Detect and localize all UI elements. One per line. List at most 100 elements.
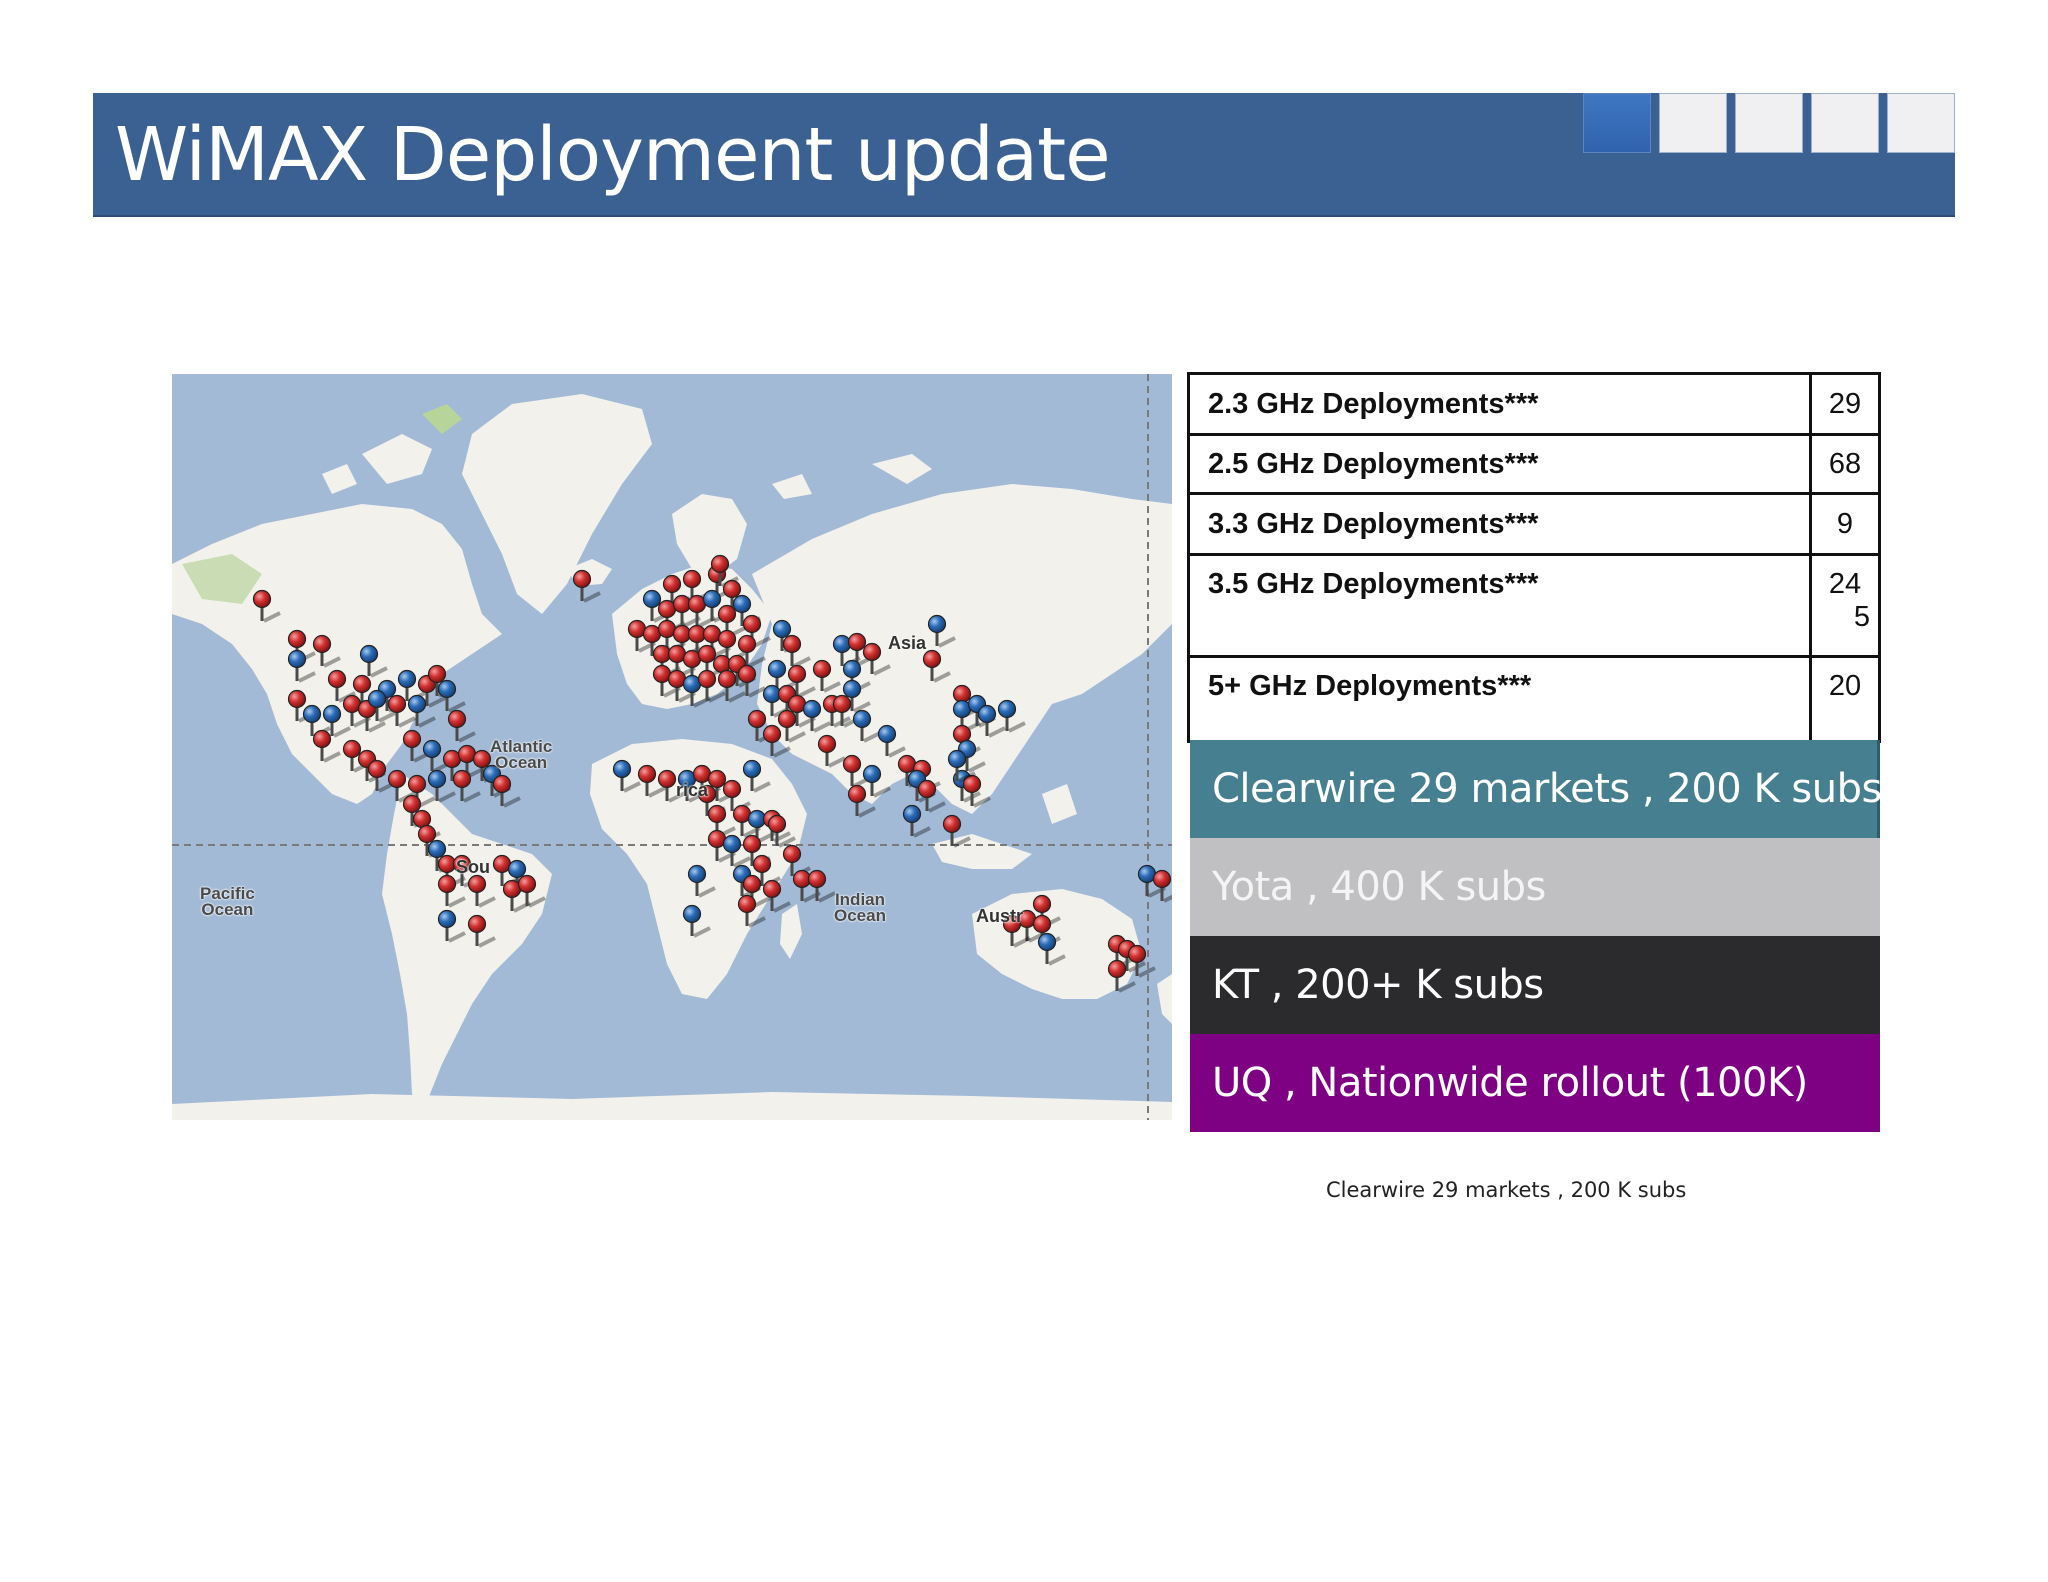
red-map-pin-icon[interactable] [437, 874, 466, 908]
atlantic-ocean-label: Atlantic Ocean [490, 737, 553, 772]
red-map-pin-icon[interactable] [767, 814, 796, 848]
red-map-pin-icon[interactable] [737, 664, 766, 698]
red-map-pin-icon[interactable] [762, 879, 791, 913]
red-map-pin-icon[interactable] [642, 624, 671, 658]
blue-map-pin-icon[interactable] [322, 704, 351, 738]
arctic-asia-islands [772, 454, 932, 499]
red-map-pin-icon[interactable] [417, 674, 446, 708]
red-map-pin-icon[interactable] [812, 659, 841, 693]
slide-nav-3[interactable] [1735, 93, 1803, 153]
deployment-pins [252, 554, 1173, 993]
red-map-pin-icon[interactable] [817, 734, 846, 768]
blue-map-pin-icon[interactable] [802, 699, 831, 733]
red-map-pin-icon[interactable] [717, 669, 746, 703]
blue-map-pin-icon[interactable] [287, 649, 316, 683]
band-count: 24 [1828, 568, 1862, 600]
blue-map-pin-icon[interactable] [842, 679, 871, 713]
blue-map-pin-icon[interactable] [367, 689, 396, 723]
slide-navigation [1583, 93, 1955, 155]
blue-map-pin-icon[interactable] [852, 709, 881, 743]
map-graphic [172, 374, 1172, 1120]
red-map-pin-icon[interactable] [917, 779, 946, 813]
red-map-pin-icon[interactable] [572, 569, 601, 603]
blue-map-pin-icon[interactable] [742, 759, 771, 793]
red-map-pin-icon[interactable] [862, 642, 891, 676]
slide-nav-2[interactable] [1659, 93, 1727, 153]
red-map-pin-icon[interactable] [697, 669, 726, 703]
table-row: 5+ GHz Deployments*** 20 [1187, 655, 1881, 743]
north-america-green [182, 554, 262, 604]
blue-map-pin-icon[interactable] [437, 679, 466, 713]
title-banner: WiMAX Deployment update [93, 93, 1955, 217]
red-map-pin-icon[interactable] [637, 764, 666, 798]
slide-nav-1[interactable] [1583, 93, 1651, 153]
red-map-pin-icon[interactable] [387, 769, 416, 803]
blue-map-pin-icon[interactable] [902, 804, 931, 838]
red-map-pin-icon[interactable] [657, 769, 686, 803]
red-map-pin-icon[interactable] [467, 874, 496, 908]
south-america-label: Sou [456, 857, 490, 877]
red-map-pin-icon[interactable] [387, 694, 416, 728]
blue-map-pin-icon[interactable] [927, 614, 956, 648]
arctic-islands [322, 434, 432, 494]
red-map-pin-icon[interactable] [467, 914, 496, 948]
band-label: 2.5 GHz Deployments*** [1187, 433, 1812, 495]
footnote: Clearwire 29 markets , 200 K subs [1326, 1178, 1687, 1202]
scandinavia-land [672, 494, 747, 574]
africa-label: rica [676, 780, 709, 800]
red-map-pin-icon[interactable] [1152, 869, 1173, 903]
red-map-pin-icon[interactable] [847, 784, 876, 818]
band-count-cell: 24 5 [1809, 553, 1881, 658]
blue-map-pin-icon[interactable] [947, 749, 976, 783]
blue-map-pin-icon[interactable] [722, 834, 751, 868]
operator-kt: KT , 200+ K subs [1190, 936, 1880, 1034]
red-map-pin-icon[interactable] [842, 754, 871, 788]
slide-nav-4[interactable] [1811, 93, 1879, 153]
red-map-pin-icon[interactable] [447, 709, 476, 743]
red-map-pin-icon[interactable] [737, 894, 766, 928]
red-map-pin-icon[interactable] [517, 874, 546, 908]
blue-map-pin-icon[interactable] [407, 694, 436, 728]
blue-map-pin-icon[interactable] [877, 724, 906, 758]
red-map-pin-icon[interactable] [312, 634, 341, 668]
blue-map-pin-icon[interactable] [682, 904, 711, 938]
red-map-pin-icon[interactable] [807, 869, 836, 903]
blue-map-pin-icon[interactable] [977, 704, 1006, 738]
band-count-extra: 5 [1853, 601, 1870, 633]
greenland-green [422, 404, 462, 434]
blue-map-pin-icon[interactable] [862, 764, 891, 798]
blue-map-pin-icon[interactable] [427, 769, 456, 803]
red-map-pin-icon[interactable] [762, 724, 791, 758]
red-map-pin-icon[interactable] [787, 664, 816, 698]
band-count: 9 [1809, 492, 1881, 556]
blue-map-pin-icon[interactable] [437, 909, 466, 943]
red-map-pin-icon[interactable] [252, 589, 281, 623]
red-map-pin-icon[interactable] [1107, 959, 1136, 993]
blue-map-pin-icon[interactable] [1037, 932, 1066, 966]
blue-map-pin-icon[interactable] [997, 699, 1026, 733]
blue-map-pin-icon[interactable] [359, 644, 388, 678]
table-row: 2.3 GHz Deployments*** 29 [1187, 372, 1881, 436]
red-map-pin-icon[interactable] [312, 729, 341, 763]
red-map-pin-icon[interactable] [922, 649, 951, 683]
blue-map-pin-icon[interactable] [687, 864, 716, 898]
red-map-pin-icon[interactable] [787, 694, 816, 728]
red-map-pin-icon[interactable] [1127, 944, 1156, 978]
red-map-pin-icon[interactable] [942, 814, 971, 848]
red-map-pin-icon[interactable] [492, 774, 521, 808]
red-map-pin-icon[interactable] [407, 774, 436, 808]
deployments-table: 2.3 GHz Deployments*** 29 2.5 GHz Deploy… [1187, 372, 1881, 743]
red-map-pin-icon[interactable] [777, 709, 806, 743]
blue-map-pin-icon[interactable] [612, 759, 641, 793]
world-map: Atlantic Ocean Pacific Ocean Indian Ocea… [172, 374, 1172, 1120]
red-map-pin-icon[interactable] [1002, 914, 1031, 948]
indian-ocean-label: Indian Ocean [834, 890, 886, 925]
slide-title: WiMAX Deployment update [115, 112, 1111, 198]
red-map-pin-icon[interactable] [782, 634, 811, 668]
asia-land [752, 484, 1172, 814]
red-map-pin-icon[interactable] [452, 769, 481, 803]
slide-nav-5[interactable] [1887, 93, 1955, 153]
red-map-pin-icon[interactable] [962, 774, 991, 808]
red-map-pin-icon[interactable] [737, 634, 766, 668]
band-label: 3.5 GHz Deployments*** [1187, 553, 1812, 658]
